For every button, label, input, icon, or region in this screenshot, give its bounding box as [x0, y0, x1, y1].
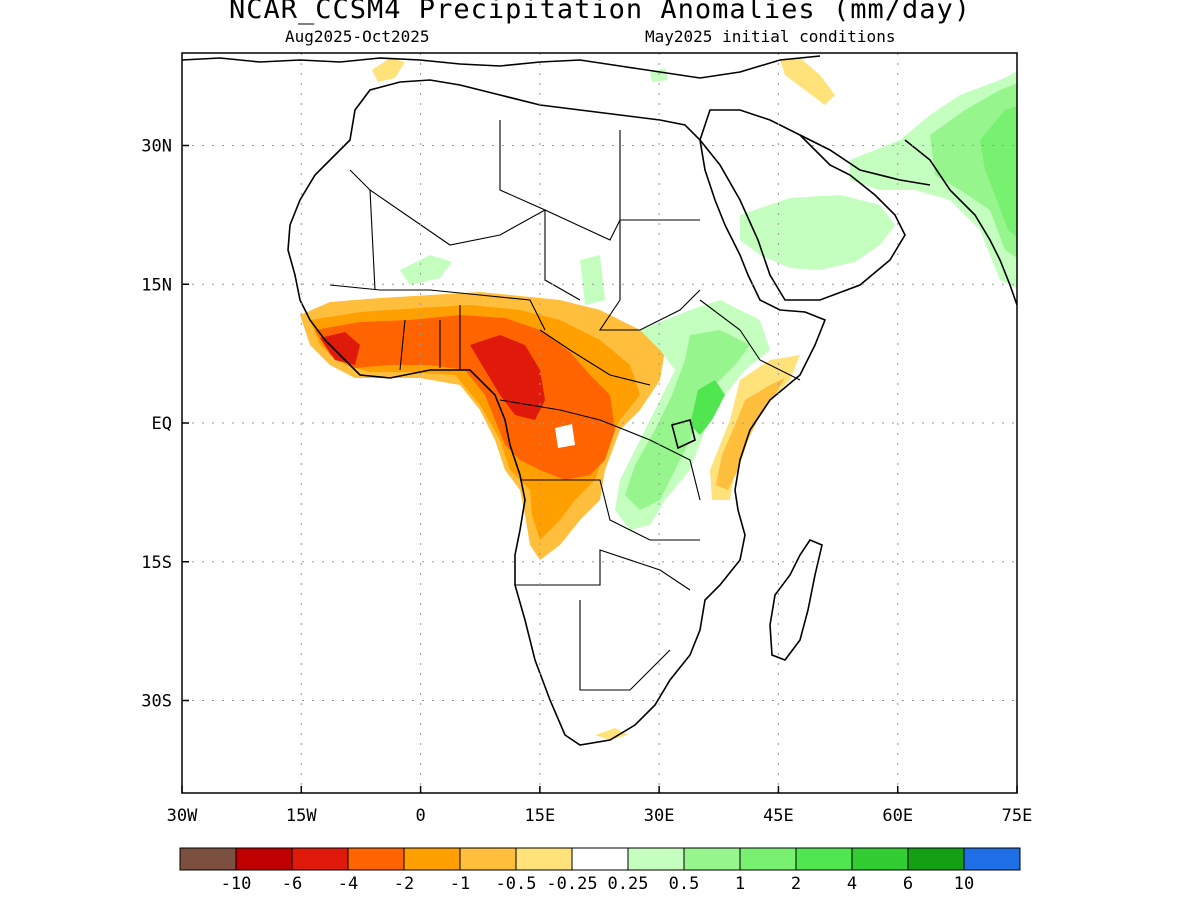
lon-tick-label: 45E: [763, 806, 794, 826]
border: [699, 299, 801, 381]
south-asia-coastline: [904, 139, 1017, 306]
colorbar-label: 4: [847, 874, 857, 894]
initial-conditions-label: May2025 initial conditions: [645, 27, 896, 46]
graticule: [182, 53, 1017, 793]
neutral-patch: [555, 424, 575, 448]
border: [399, 305, 461, 371]
lon-tick-label: 15E: [524, 806, 555, 826]
colorbar-swatch: [515, 847, 573, 871]
colorbar-swatch: [907, 847, 965, 871]
border: [539, 329, 651, 386]
coastlines: [182, 55, 1017, 746]
anomaly-shading: [300, 58, 1017, 740]
wet-anomaly-sudan: [580, 255, 605, 305]
wet-anomaly-east-africa-core: [690, 380, 725, 435]
colorbar-label: 2: [791, 874, 801, 894]
colorbar-swatch: [235, 847, 293, 871]
lat-tick-label: 30S: [141, 692, 172, 712]
wet-anomaly-sahel-west: [400, 255, 452, 285]
map-title: NCAR_CCSM4 Precipitation Anomalies (mm/d…: [229, 0, 971, 25]
latitude-axis: 30N 15N EQ 15S 30S: [141, 137, 189, 712]
lon-tick-label: 60E: [882, 806, 913, 826]
colorbar-swatch: [179, 847, 237, 871]
colorbar-swatch: [683, 847, 741, 871]
colorbar-swatch: [739, 847, 797, 871]
colorbar-swatch: [291, 847, 349, 871]
colorbar-swatch: [627, 847, 685, 871]
dry-anomaly-red-core: [320, 332, 545, 420]
border: [499, 120, 581, 301]
border: [520, 479, 700, 541]
colorbar-label: -0.25: [546, 874, 597, 894]
madagascar-coastline: [769, 539, 823, 661]
border: [329, 284, 546, 331]
lon-tick-label: 75E: [1002, 806, 1033, 826]
dry-anomaly-dark-orange: [315, 315, 615, 480]
colorbar-label: -2: [394, 874, 414, 894]
border: [598, 130, 701, 331]
lat-tick-label: 30N: [141, 137, 172, 157]
colorbar-label: -10: [221, 874, 252, 894]
arabia-coastline: [699, 109, 906, 301]
lon-tick-label: 0: [415, 806, 425, 826]
dry-anomaly-south-africa: [595, 728, 628, 740]
colorbar-label: 10: [954, 874, 974, 894]
lon-tick-label: 30E: [644, 806, 675, 826]
colorbar-swatch: [459, 847, 517, 871]
dry-anomaly-east-africa-inner: [716, 378, 785, 490]
colorbar-swatch: [795, 847, 853, 871]
dry-anomaly-mediterranean: [372, 58, 405, 82]
lake-victoria: [671, 419, 696, 450]
mediterranean-north-coast: [182, 55, 821, 79]
country-borders: [329, 120, 801, 691]
colorbar: -10 -6 -4 -2 -1 -0.5 -0.25 0.25 0.5 1 2 4 6 10: [179, 847, 1021, 894]
border: [369, 189, 376, 291]
dry-anomaly-turkey: [780, 58, 835, 105]
colorbar-label: -0.5: [496, 874, 537, 894]
border: [349, 169, 700, 246]
lon-tick-label: 15W: [286, 806, 317, 826]
colorbar-label: 6: [903, 874, 913, 894]
border: [515, 549, 691, 591]
colorbar-swatch: [571, 847, 629, 871]
colorbar-swatch: [963, 847, 1021, 871]
lon-tick-label: 30W: [167, 806, 198, 826]
colorbar-label: 1: [735, 874, 745, 894]
lat-tick-label: 15N: [141, 275, 172, 295]
colorbar-swatch: [347, 847, 405, 871]
colorbar-label: 0.25: [608, 874, 649, 894]
border: [499, 399, 701, 501]
colorbar-label: -4: [338, 874, 358, 894]
colorbar-label: -6: [282, 874, 302, 894]
wet-anomaly-arabia: [740, 195, 895, 270]
colorbar-swatch: [851, 847, 909, 871]
lat-tick-label: EQ: [152, 414, 172, 434]
colorbar-label: 0.5: [669, 874, 700, 894]
africa-coastline: [287, 79, 827, 746]
lat-tick-label: 15S: [141, 553, 172, 573]
longitude-axis: 30W 15W 0 15E 30E 45E 60E 75E: [167, 786, 1033, 826]
border: [579, 600, 671, 691]
colorbar-swatch: [403, 847, 461, 871]
persian-gulf-coast: [799, 134, 931, 186]
colorbar-label: -1: [450, 874, 470, 894]
valid-period: Aug2025-Oct2025: [285, 27, 430, 46]
wet-anomaly-india-core: [980, 106, 1017, 238]
